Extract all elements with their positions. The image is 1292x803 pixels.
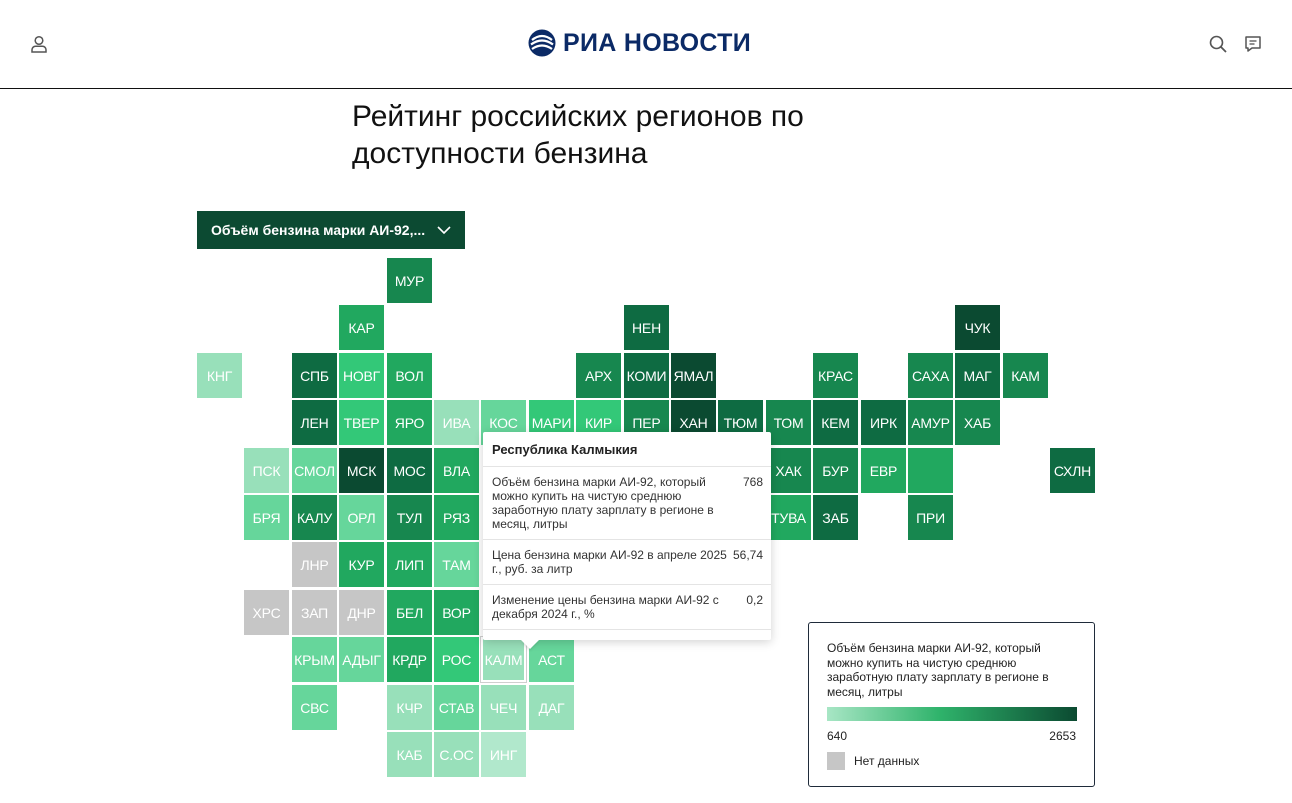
region-tile[interactable]: ТУВА <box>766 495 811 540</box>
region-tile[interactable]: ВОР <box>434 590 479 635</box>
region-tile[interactable]: НОВГ <box>339 353 384 398</box>
region-tile[interactable]: ХАК <box>766 448 811 493</box>
region-tile[interactable]: ПСК <box>244 448 289 493</box>
region-tile[interactable]: БУР <box>813 448 858 493</box>
region-tile[interactable]: ДНР <box>339 590 384 635</box>
region-tile[interactable]: БРЯ <box>244 495 289 540</box>
legend-min-value: 640 <box>827 729 848 743</box>
region-tile[interactable]: МСК <box>339 448 384 493</box>
region-tile[interactable]: КЧР <box>387 685 432 730</box>
chevron-down-icon <box>437 226 451 235</box>
region-tile[interactable]: ЗАП <box>292 590 337 635</box>
search-icon[interactable] <box>1204 30 1232 58</box>
region-tile[interactable]: КРДР <box>387 637 432 682</box>
region-tile[interactable]: СВС <box>292 685 337 730</box>
indicator-select[interactable]: Объём бензина марки АИ-92,... <box>197 211 465 249</box>
region-tile[interactable]: ТАМ <box>434 542 479 587</box>
tooltip-row: Цена бензина марки АИ-92 в апреле 2025 г… <box>483 540 771 585</box>
tooltip-arrow <box>521 640 539 649</box>
tooltip-row-value: 0,2 <box>746 593 763 607</box>
tooltip-row-label: Изменение цены бензина марки АИ-92 с дек… <box>492 593 719 621</box>
region-tile[interactable]: ЧУК <box>955 305 1000 350</box>
region-tile[interactable]: ЯМАЛ <box>671 353 716 398</box>
site-header: РИА НОВОСТИ <box>0 0 1292 89</box>
region-tile[interactable]: КАЛМ <box>481 637 526 682</box>
region-tile[interactable]: КАР <box>339 305 384 350</box>
tooltip-row: Изменение цены бензина марки АИ-92 с дек… <box>483 585 771 630</box>
region-tile[interactable]: ИВА <box>434 400 479 445</box>
region-tile[interactable]: ПРИ <box>908 495 953 540</box>
region-tile[interactable]: ТОМ <box>766 400 811 445</box>
site-logo[interactable]: РИА НОВОСТИ <box>527 28 751 58</box>
region-tile[interactable] <box>908 448 953 493</box>
region-tile[interactable]: ХАБ <box>955 400 1000 445</box>
region-tile[interactable]: КАБ <box>387 732 432 777</box>
region-tooltip: Республика Калмыкия Объём бензина марки … <box>483 432 771 649</box>
tooltip-row-value: 56,74 <box>732 548 763 562</box>
region-tile[interactable]: ТУЛ <box>387 495 432 540</box>
region-tile[interactable]: НЕН <box>624 305 669 350</box>
region-tile[interactable]: РЯЗ <box>434 495 479 540</box>
region-tile[interactable]: СТАВ <box>434 685 479 730</box>
region-tile[interactable]: ХРС <box>244 590 289 635</box>
region-tile[interactable]: МУР <box>387 258 432 303</box>
legend-max-value: 2653 <box>1049 729 1076 743</box>
ria-logo-icon <box>528 29 556 57</box>
region-tile[interactable]: ЧЕЧ <box>481 685 526 730</box>
region-tile[interactable]: АРХ <box>576 353 621 398</box>
no-data-label: Нет данных <box>854 754 920 768</box>
region-tile[interactable]: СПБ <box>292 353 337 398</box>
comment-icon[interactable] <box>1239 30 1267 58</box>
region-tile[interactable]: ВОЛ <box>387 353 432 398</box>
region-tile[interactable]: МАГ <box>955 353 1000 398</box>
user-icon[interactable] <box>25 30 53 58</box>
legend-title: Объём бензина марки АИ-92, который можно… <box>827 641 1049 699</box>
region-tile[interactable]: ЕВР <box>861 448 906 493</box>
region-tile[interactable]: КНГ <box>197 353 242 398</box>
region-tile[interactable]: САХА <box>908 353 953 398</box>
region-tile[interactable]: СМОЛ <box>292 448 337 493</box>
region-tile[interactable]: ИНГ <box>481 732 526 777</box>
tooltip-row-label: Объём бензина марки АИ-92, который можно… <box>492 475 714 531</box>
tooltip-row-label: Цена бензина марки АИ-92 в апреле 2025 г… <box>492 548 727 576</box>
indicator-select-label: Объём бензина марки АИ-92,... <box>211 222 426 238</box>
no-data-swatch <box>827 752 845 770</box>
region-tile[interactable]: КРЫМ <box>292 637 337 682</box>
tooltip-title: Республика Калмыкия <box>483 432 771 467</box>
page-title: Рейтинг российских регионов по доступнос… <box>352 100 804 170</box>
map-legend: Объём бензина марки АИ-92, который можно… <box>808 622 1095 787</box>
legend-color-scale <box>827 707 1077 721</box>
region-tile[interactable]: С.ОС <box>434 732 479 777</box>
tooltip-row: Объём бензина марки АИ-92, который можно… <box>483 467 771 540</box>
region-tile[interactable]: ЛИП <box>387 542 432 587</box>
region-tile[interactable]: ОРЛ <box>339 495 384 540</box>
region-tile[interactable]: АДЫГ <box>339 637 384 682</box>
region-tile[interactable]: КАЛУ <box>292 495 337 540</box>
region-tile[interactable]: ТВЕР <box>339 400 384 445</box>
region-tile[interactable]: БЕЛ <box>387 590 432 635</box>
region-tile[interactable]: КОМИ <box>624 353 669 398</box>
region-tile[interactable]: КРАС <box>813 353 858 398</box>
region-tile[interactable]: МОС <box>387 448 432 493</box>
region-tile[interactable]: КЕМ <box>813 400 858 445</box>
region-tile[interactable]: ВЛА <box>434 448 479 493</box>
tooltip-row-value: 768 <box>742 475 763 489</box>
region-tile[interactable]: ЯРО <box>387 400 432 445</box>
region-tile[interactable]: ДАГ <box>529 685 574 730</box>
logo-text: РИА НОВОСТИ <box>563 28 751 57</box>
region-tile[interactable]: РОС <box>434 637 479 682</box>
region-tile[interactable]: ЛЕН <box>292 400 337 445</box>
region-tile[interactable]: КУР <box>339 542 384 587</box>
region-tile[interactable]: АМУР <box>908 400 953 445</box>
region-tile[interactable]: ЗАБ <box>813 495 858 540</box>
region-tile[interactable]: СХЛН <box>1050 448 1095 493</box>
region-tile[interactable]: ЛНР <box>292 542 337 587</box>
region-tile[interactable]: КАМ <box>1003 353 1048 398</box>
region-tile[interactable]: ИРК <box>861 400 906 445</box>
